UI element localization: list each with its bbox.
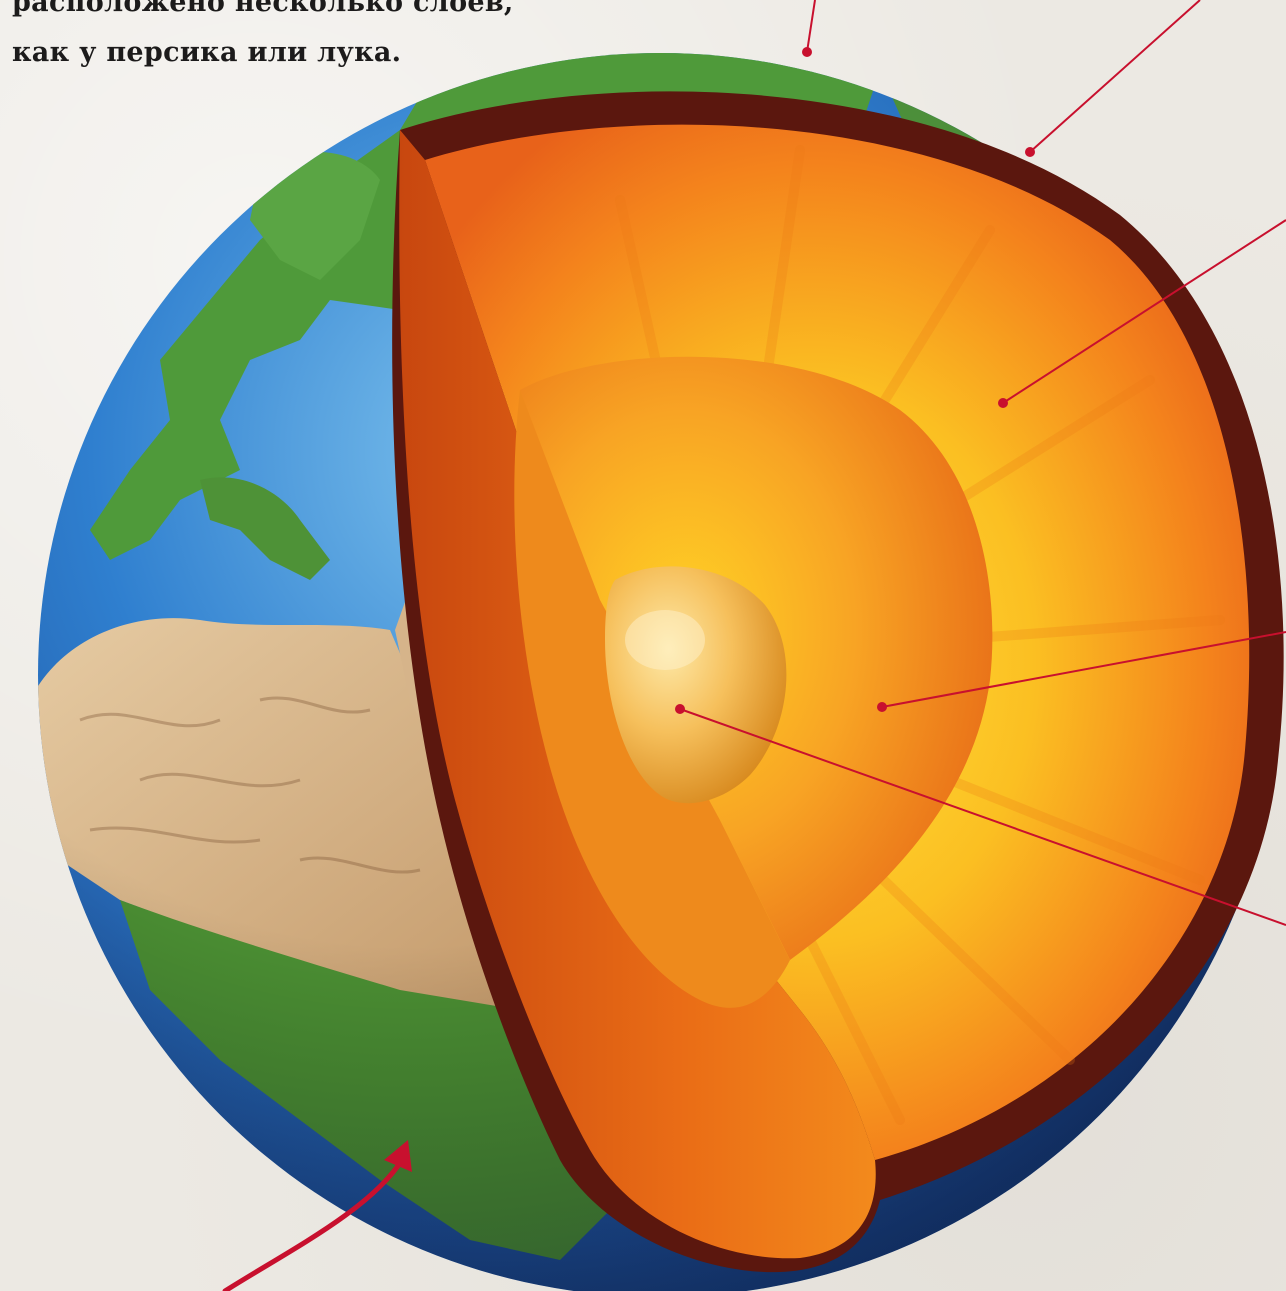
cutaway xyxy=(392,91,1284,1273)
pointer-line-inner-core xyxy=(679,708,1286,926)
pointer-dots xyxy=(675,47,1035,714)
pointer-dot-mantle xyxy=(998,398,1008,408)
pointer-line-outer-core xyxy=(881,631,1286,708)
caption-text: расположено несколько слоев, как у перси… xyxy=(12,0,532,78)
ocean-arrow xyxy=(222,1140,412,1291)
pointer-dot-outer-core xyxy=(877,702,887,712)
caption-line-1: расположено несколько слоев, xyxy=(12,0,514,18)
pointer-dot-land xyxy=(802,47,812,57)
caption-line-2: как у персика или лука. xyxy=(12,37,402,68)
arrow-head-icon xyxy=(384,1140,412,1172)
pointer-dot-crust xyxy=(1025,147,1035,157)
inner-core-layer xyxy=(605,566,787,804)
pointer-dot-inner-core xyxy=(675,704,685,714)
pointer-line-mantle xyxy=(1002,219,1286,404)
pointer-line-crust xyxy=(1029,0,1201,153)
pointer-line-land xyxy=(806,0,816,53)
pointer-lines xyxy=(679,0,1286,926)
